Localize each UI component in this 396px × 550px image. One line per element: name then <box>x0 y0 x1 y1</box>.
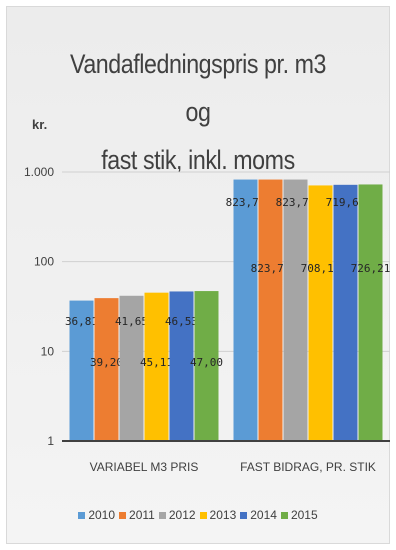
y-tick-label: 10 <box>41 344 55 358</box>
bar-2013 <box>144 292 169 441</box>
data-label: 41,65 <box>115 315 148 328</box>
legend-swatch <box>199 511 207 519</box>
data-label: 47,00 <box>190 356 223 369</box>
legend-item: 2011 <box>119 508 155 522</box>
data-label: 39,20 <box>90 356 123 369</box>
data-label: 36,81 <box>65 315 98 328</box>
bar-2012 <box>119 295 144 441</box>
legend-item: 2014 <box>240 508 277 522</box>
legend-item: 2013 <box>199 508 237 522</box>
x-tick-label: FAST BIDRAG, PR. STIK <box>240 460 376 474</box>
x-tick-label: VARIABEL M3 PRIS <box>90 460 199 474</box>
bar-2014 <box>333 184 358 442</box>
data-label: 46,53 <box>165 315 198 328</box>
chart-title: Vandafledningspris pr. m3 og fast stik, … <box>62 40 334 184</box>
chart-title-line-1: Vandafledningspris pr. m3 og <box>69 49 327 127</box>
chart-title-line-2: fast stik, inkl. moms <box>101 145 295 175</box>
bar-2014 <box>169 291 194 441</box>
legend-label: 2012 <box>168 508 196 522</box>
legend-label: 2015 <box>290 508 318 522</box>
legend-swatch <box>158 511 166 519</box>
data-label: 719,61 <box>326 196 366 209</box>
legend-label: 2010 <box>88 508 116 522</box>
legend-label: 2014 <box>250 508 277 522</box>
data-label: 708,16 <box>301 262 341 275</box>
legend-item: 2012 <box>158 508 196 522</box>
legend-swatch <box>119 511 127 519</box>
legend-swatch <box>240 511 248 519</box>
bar-2011 <box>258 179 283 441</box>
legend-item: 2015 <box>280 508 318 522</box>
y-tick-label: 100 <box>34 255 54 269</box>
bar-2013 <box>308 185 333 441</box>
data-label: 823,75 <box>251 262 291 275</box>
bar-2010 <box>233 179 258 441</box>
data-label: 726,21 <box>351 262 391 275</box>
bar-2011 <box>94 298 119 441</box>
data-label: 823,75 <box>276 196 316 209</box>
legend-item: 2010 <box>78 508 115 522</box>
y-tick-label: 1 <box>47 434 54 448</box>
bar-2015 <box>194 291 219 441</box>
legend-label: 2011 <box>129 508 155 522</box>
bar-2010 <box>69 300 94 441</box>
data-label: 45,11 <box>140 356 173 369</box>
legend-label: 2013 <box>209 508 237 522</box>
data-label: 823,75 <box>226 196 266 209</box>
legend-swatch <box>78 511 86 519</box>
y-tick-label: 1.000 <box>24 165 54 179</box>
legend: 2010 2011 2012 2013 2014 2015 <box>0 508 396 522</box>
bar-2012 <box>283 179 308 441</box>
legend-swatch <box>280 511 288 519</box>
bar-2015 <box>358 184 383 442</box>
y-axis-label: kr. <box>32 117 48 132</box>
